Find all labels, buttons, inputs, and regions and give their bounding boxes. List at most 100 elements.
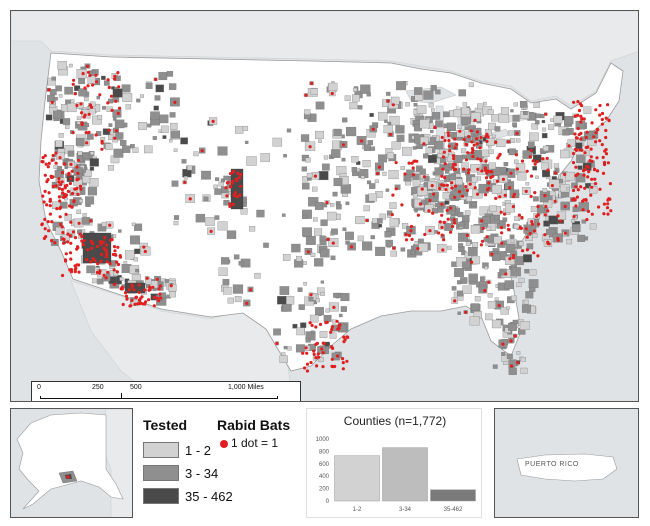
rabid-bat-dot <box>576 188 580 192</box>
rabid-bat-dot <box>317 355 321 359</box>
rabid-bat-dot <box>306 250 310 254</box>
county-shade <box>378 224 383 228</box>
county-shade <box>482 216 491 224</box>
rabid-bat-dot <box>594 131 598 135</box>
rabid-bat-dot <box>331 365 335 369</box>
county-shade <box>542 145 549 152</box>
rabid-bat-dot <box>604 152 609 156</box>
county-shade <box>460 148 467 154</box>
rabid-bat-dot <box>529 194 533 199</box>
rabid-bat-dot <box>453 137 457 141</box>
county-shade <box>213 184 218 189</box>
county-shade <box>123 261 128 265</box>
county-shade <box>115 132 124 140</box>
rabid-bat-dot <box>71 191 75 196</box>
county-shade <box>415 165 423 172</box>
puerto-rico-land <box>516 453 618 482</box>
county-shade <box>340 306 347 312</box>
rabid-bat-dot <box>563 204 567 209</box>
rabid-bat-dot <box>606 212 610 216</box>
rabid-bat-dot <box>154 77 158 81</box>
rabid-bat-dot <box>449 206 453 210</box>
county-shade <box>171 130 180 139</box>
rabid-bat-dot <box>78 184 83 188</box>
county-shade <box>382 171 387 176</box>
county-shade <box>56 151 65 160</box>
county-shade <box>58 94 63 98</box>
county-shade <box>533 196 539 202</box>
rabid-bat-dot <box>530 220 534 224</box>
county-shade <box>515 163 526 172</box>
rabid-bat-dot <box>80 239 84 243</box>
rabid-bat-dot <box>183 180 187 184</box>
rabid-bat-dot <box>47 161 51 165</box>
rabid-bat-dot <box>499 226 504 230</box>
rabid-bat-dot <box>130 298 134 302</box>
rabid-bat-dot <box>509 171 513 175</box>
county-shade <box>461 107 470 115</box>
rabid-bat-dot <box>68 234 72 238</box>
county-shade <box>132 147 139 153</box>
county-shade <box>403 174 412 182</box>
county-shade <box>147 123 152 128</box>
rabid-bat-dot <box>600 143 604 147</box>
county-shade <box>517 172 527 181</box>
county-shade <box>369 183 376 189</box>
rabid-bat-dot <box>365 218 369 223</box>
rabid-bat-dot <box>411 166 415 170</box>
county-shade <box>249 226 256 232</box>
rabid-bat-dot <box>497 303 501 308</box>
rabid-bat-dot <box>590 159 594 163</box>
rabid-bat-dot <box>112 245 117 249</box>
rabid-bat-dot <box>556 214 560 218</box>
county-shade <box>55 85 62 92</box>
rabid-bat-dot <box>86 70 91 74</box>
county-shade <box>501 352 506 356</box>
county-shade <box>345 231 354 240</box>
rabid-bat-dot <box>147 288 151 292</box>
county-shade <box>291 243 301 253</box>
rabid-bat-dot <box>301 351 305 355</box>
rabid-bat-dot <box>498 195 502 199</box>
rabid-bat-dot <box>119 287 123 291</box>
rabid-bat-dot <box>304 346 308 350</box>
county-shade <box>566 238 573 245</box>
county-shade <box>352 87 358 92</box>
rabid-bat-dot <box>41 194 45 198</box>
county-shade <box>531 123 539 130</box>
rabid-bat-dot <box>506 223 510 227</box>
county-shade <box>509 138 516 143</box>
county-shade <box>215 177 220 182</box>
rabid-bat-dot <box>77 263 81 267</box>
rabid-bat-dot <box>453 184 458 188</box>
county-shade <box>504 280 515 289</box>
rabid-bat-dot <box>75 178 79 182</box>
county-shade <box>525 291 534 299</box>
alaska-map-svg <box>16 409 132 517</box>
county-shade <box>182 168 192 178</box>
rabid-bat-dot <box>457 190 462 194</box>
county-shade <box>511 295 517 301</box>
rabid-bat-dot <box>484 159 488 163</box>
county-shade <box>279 355 288 363</box>
county-shade <box>514 159 519 164</box>
county-shade <box>542 188 548 193</box>
rabid-bat-dot <box>100 139 104 143</box>
county-shade <box>500 107 509 115</box>
rabid-bat-dot <box>75 165 79 169</box>
county-shade <box>484 266 488 270</box>
rabid-bat-dot <box>173 100 177 104</box>
rabid-bat-dot <box>152 304 156 308</box>
county-shade <box>205 217 215 226</box>
rabid-bat-dot <box>43 173 47 177</box>
rabid-bat-dot <box>553 171 558 175</box>
rabid-bat-dot <box>584 135 588 140</box>
rabid-bat-dot <box>543 194 547 198</box>
county-shade <box>405 102 410 107</box>
rabid-bat-dot <box>575 195 580 199</box>
rabid-bat-dot <box>53 241 57 245</box>
county-shade <box>201 170 211 180</box>
rabid-bat-dot <box>606 161 611 165</box>
county-shade <box>472 242 479 248</box>
county-shade <box>301 166 308 172</box>
